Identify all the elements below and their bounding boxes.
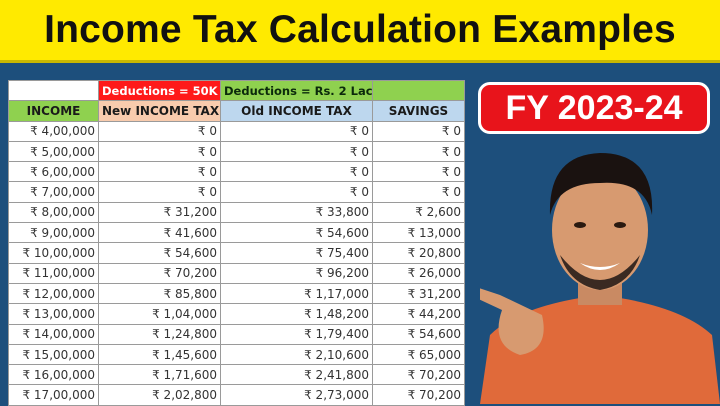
cell-new-tax: ₹ 54,600 — [98, 242, 221, 264]
cell-new-tax: ₹ 41,600 — [98, 222, 221, 244]
cell-old-tax: ₹ 54,600 — [220, 222, 373, 244]
column-header-income: INCOME — [8, 100, 99, 122]
cell-income: ₹ 5,00,000 — [8, 140, 99, 163]
tax-table: Deductions = 50K Deductions = Rs. 2 Lacs… — [8, 79, 465, 406]
cell-income: ₹ 7,00,000 — [8, 181, 99, 203]
cell-old-tax: ₹ 2,10,600 — [220, 343, 373, 366]
cell-new-tax: ₹ 0 — [98, 181, 221, 203]
cell-new-tax: ₹ 0 — [98, 161, 221, 183]
cell-old-tax: ₹ 1,17,000 — [220, 282, 373, 305]
cell-new-tax: ₹ 0 — [98, 120, 221, 142]
table-row: ₹ 13,00,000 ₹ 1,04,000 ₹ 1,48,200 ₹ 44,200 — [8, 303, 465, 325]
cell-new-tax: ₹ 1,45,600 — [98, 343, 221, 366]
cell-new-tax: ₹ 85,800 — [98, 282, 221, 305]
table-row: ₹ 6,00,000 ₹ 0 ₹ 0 ₹ 0 — [8, 161, 465, 183]
cell-old-tax: ₹ 33,800 — [220, 201, 373, 224]
table-row: ₹ 4,00,000 ₹ 0 ₹ 0 ₹ 0 — [8, 120, 465, 142]
cell-new-tax: ₹ 70,200 — [98, 262, 221, 284]
column-header-row: INCOME New INCOME TAX Old INCOME TAX SAV… — [8, 100, 465, 122]
column-header-new-tax: New INCOME TAX — [98, 100, 221, 122]
left-eye — [574, 222, 586, 228]
cell-income: ₹ 9,00,000 — [8, 222, 99, 244]
cell-old-tax: ₹ 0 — [220, 161, 373, 183]
cell-savings: ₹ 0 — [372, 120, 465, 142]
face — [552, 170, 648, 290]
fiscal-year-badge: FY 2023-24 — [478, 82, 710, 134]
table-row: ₹ 14,00,000 ₹ 1,24,800 ₹ 1,79,400 ₹ 54,600 — [8, 323, 465, 345]
cell-new-tax: ₹ 2,02,800 — [98, 384, 221, 406]
cell-old-tax: ₹ 96,200 — [220, 262, 373, 284]
cell-old-tax: ₹ 1,79,400 — [220, 323, 373, 345]
cell-old-tax: ₹ 0 — [220, 120, 373, 142]
cell-new-tax: ₹ 1,24,800 — [98, 323, 221, 345]
cell-old-tax: ₹ 75,400 — [220, 242, 373, 264]
cell-income: ₹ 6,00,000 — [8, 161, 99, 183]
cell-savings: ₹ 0 — [372, 161, 465, 183]
cell-income: ₹ 16,00,000 — [8, 364, 99, 386]
column-header-old-tax: Old INCOME TAX — [220, 100, 373, 122]
table-row: ₹ 7,00,000 ₹ 0 ₹ 0 ₹ 0 — [8, 181, 465, 203]
cell-new-tax: ₹ 1,04,000 — [98, 303, 221, 325]
cell-new-tax: ₹ 1,71,600 — [98, 364, 221, 386]
group-header-old-deductions: Deductions = Rs. 2 Lacs — [220, 79, 373, 102]
table-row: ₹ 12,00,000 ₹ 85,800 ₹ 1,17,000 ₹ 31,200 — [8, 282, 465, 305]
column-header-savings: SAVINGS — [372, 100, 465, 122]
beard — [560, 255, 640, 290]
group-header-savings — [372, 79, 465, 102]
table-row: ₹ 17,00,000 ₹ 2,02,800 ₹ 2,73,000 ₹ 70,200 — [8, 384, 465, 406]
cell-income: ₹ 13,00,000 — [8, 303, 99, 325]
cell-income: ₹ 14,00,000 — [8, 323, 99, 345]
cell-savings: ₹ 65,000 — [372, 343, 465, 366]
cell-income: ₹ 4,00,000 — [8, 120, 99, 142]
smile — [580, 263, 620, 270]
table-row: ₹ 16,00,000 ₹ 1,71,600 ₹ 2,41,800 ₹ 70,200 — [8, 364, 465, 386]
page-title: Income Tax Calculation Examples — [44, 8, 676, 51]
cell-income: ₹ 17,00,000 — [8, 384, 99, 406]
cell-savings: ₹ 70,200 — [372, 384, 465, 406]
cell-savings: ₹ 54,600 — [372, 323, 465, 345]
hair — [549, 153, 653, 215]
cell-savings: ₹ 70,200 — [372, 364, 465, 386]
cell-savings: ₹ 44,200 — [372, 303, 465, 325]
pointing-hand — [480, 288, 544, 355]
group-header-new-deductions: Deductions = 50K — [98, 79, 221, 102]
table-row: ₹ 9,00,000 ₹ 41,600 ₹ 54,600 ₹ 13,000 — [8, 222, 465, 244]
cell-income: ₹ 10,00,000 — [8, 242, 99, 264]
group-header-row: Deductions = 50K Deductions = Rs. 2 Lacs — [8, 79, 465, 102]
cell-income: ₹ 11,00,000 — [8, 262, 99, 284]
cell-old-tax: ₹ 2,41,800 — [220, 364, 373, 386]
cell-old-tax: ₹ 1,48,200 — [220, 303, 373, 325]
fiscal-year-label: FY 2023-24 — [505, 88, 683, 127]
cell-savings: ₹ 0 — [372, 181, 465, 203]
group-header-empty — [8, 79, 99, 102]
table-row: ₹ 15,00,000 ₹ 1,45,600 ₹ 2,10,600 ₹ 65,000 — [8, 343, 465, 366]
cell-savings: ₹ 31,200 — [372, 282, 465, 305]
cell-savings: ₹ 13,000 — [372, 222, 465, 244]
cell-old-tax: ₹ 0 — [220, 181, 373, 203]
cell-old-tax: ₹ 2,73,000 — [220, 384, 373, 406]
title-banner: Income Tax Calculation Examples — [0, 0, 720, 63]
cell-income: ₹ 8,00,000 — [8, 201, 99, 224]
cell-savings: ₹ 26,000 — [372, 262, 465, 284]
presenter-photo — [480, 153, 720, 404]
right-eye — [614, 222, 626, 228]
table-row: ₹ 11,00,000 ₹ 70,200 ₹ 96,200 ₹ 26,000 — [8, 262, 465, 284]
cell-savings: ₹ 20,800 — [372, 242, 465, 264]
cell-savings: ₹ 2,600 — [372, 201, 465, 224]
cell-income: ₹ 12,00,000 — [8, 282, 99, 305]
table-row: ₹ 10,00,000 ₹ 54,600 ₹ 75,400 ₹ 20,800 — [8, 242, 465, 264]
cell-income: ₹ 15,00,000 — [8, 343, 99, 366]
table-row: ₹ 8,00,000 ₹ 31,200 ₹ 33,800 ₹ 2,600 — [8, 201, 465, 224]
cell-old-tax: ₹ 0 — [220, 140, 373, 163]
cell-new-tax: ₹ 0 — [98, 140, 221, 163]
table-row: ₹ 5,00,000 ₹ 0 ₹ 0 ₹ 0 — [8, 140, 465, 163]
cell-savings: ₹ 0 — [372, 140, 465, 163]
cell-new-tax: ₹ 31,200 — [98, 201, 221, 224]
